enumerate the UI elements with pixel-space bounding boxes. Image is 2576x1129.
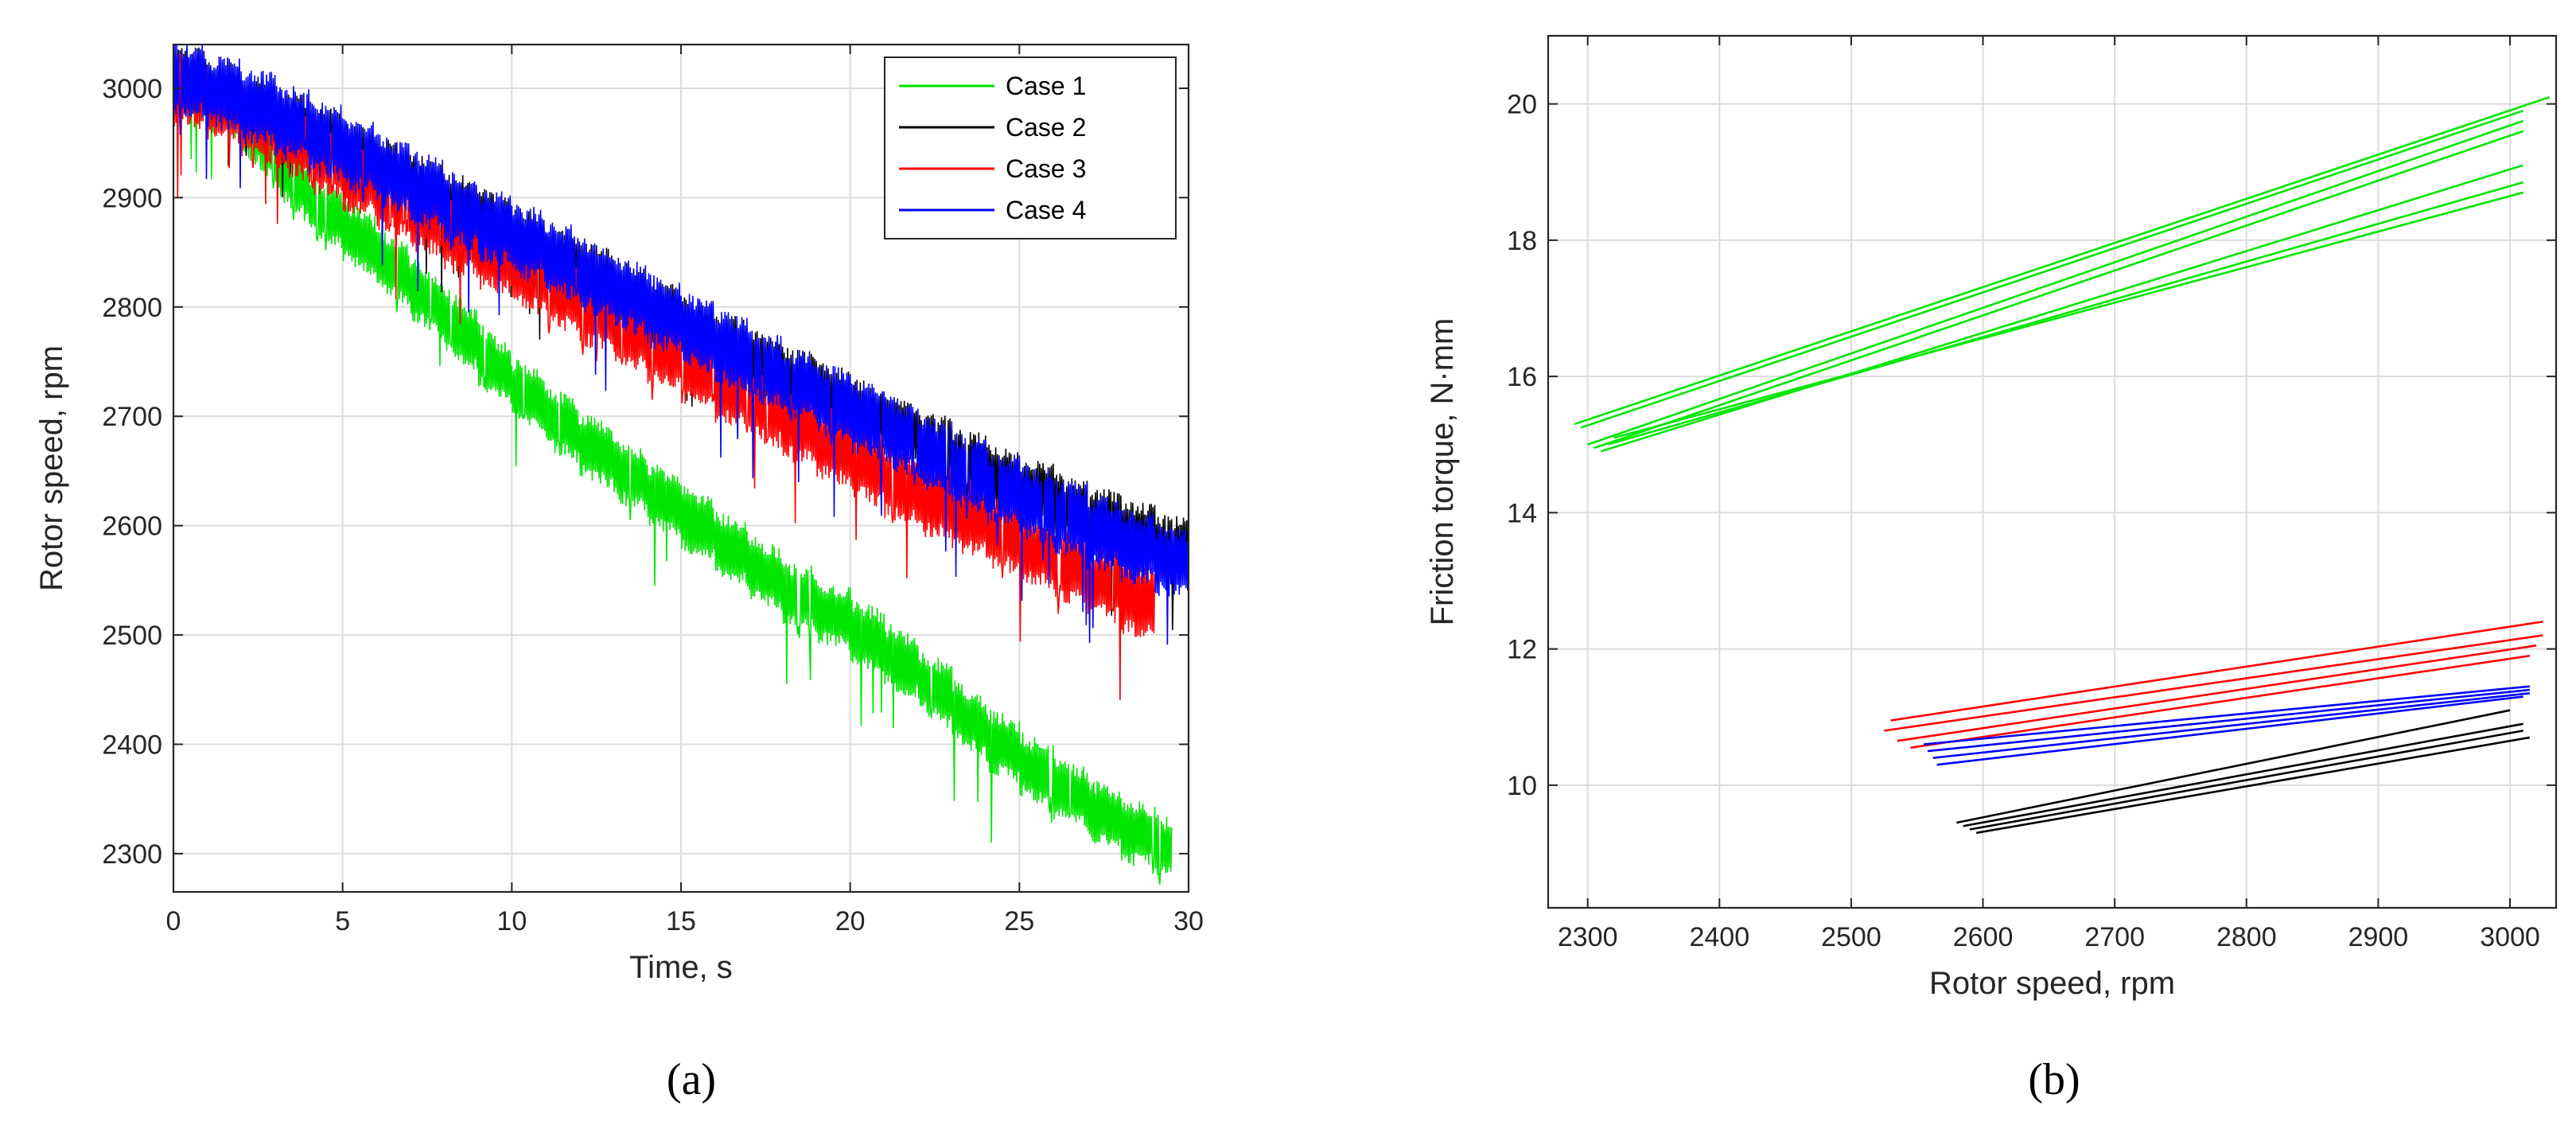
plot-area xyxy=(1574,95,2551,835)
series-case-4-line xyxy=(1936,695,2523,766)
y-tick-label: 12 xyxy=(1507,635,1537,665)
x-tick-label: 2800 xyxy=(2216,922,2277,952)
series-case-2-line xyxy=(1963,722,2523,827)
x-tick-label: 2600 xyxy=(1953,922,2014,952)
panel-caption: (b) xyxy=(2028,1055,2080,1104)
x-tick-label: 2400 xyxy=(1689,922,1749,952)
legend-box xyxy=(884,56,1177,239)
y-tick-label: 18 xyxy=(1507,226,1537,256)
legend-label: Case 2 xyxy=(1006,113,1086,142)
x-tick-label: 15 xyxy=(666,906,696,936)
x-tick-label: 10 xyxy=(496,906,527,936)
x-tick-label: 2500 xyxy=(1821,922,1881,952)
y-axis-label: Rotor speed, rpm xyxy=(34,345,69,591)
series-case-2-line xyxy=(1969,730,2523,831)
series-case-2-line xyxy=(1976,736,2531,835)
series-case-4-line xyxy=(1927,688,2531,753)
y-tick-label: 10 xyxy=(1507,771,1537,801)
series-case-4-line xyxy=(1923,685,2530,746)
y-tick-label: 3000 xyxy=(102,74,162,104)
x-tick-label: 25 xyxy=(1004,906,1034,936)
panel-caption: (a) xyxy=(667,1055,716,1104)
x-tick-label: 20 xyxy=(835,906,866,936)
series-case-3-line xyxy=(1897,644,2537,742)
x-axis-label: Time, s xyxy=(629,950,733,985)
series-case-1-line xyxy=(1587,119,2524,446)
y-tick-label: 2900 xyxy=(102,183,162,213)
series-case-1-line xyxy=(1580,109,2524,429)
legend: Case 1 Case 2 Case 3 Case 4 xyxy=(884,56,1177,239)
legend-label: Case 1 xyxy=(1006,72,1086,100)
x-tick-label: 2700 xyxy=(2084,922,2145,952)
x-tick-label: 0 xyxy=(166,906,181,936)
y-tick-label: 14 xyxy=(1507,498,1537,528)
chart-panel-a: 0 5 10 15 20 25 30 2300 2400 2500 2600 2700 2800 2900… xyxy=(34,43,1204,1104)
series-case-4-line xyxy=(1932,691,2531,759)
series-case-1-line xyxy=(1574,95,2551,426)
series-case-3-line xyxy=(1884,634,2543,732)
series-case-1-line xyxy=(173,53,1173,885)
y-tick-label: 2700 xyxy=(102,402,162,432)
series-case-1-line xyxy=(1593,130,2524,450)
series-case-3-line xyxy=(1890,621,2543,722)
chart-panel-b: 2300 2400 2500 2600 2700 2800 2900 3000 10 12 14 16… xyxy=(1425,34,2558,1104)
legend-label: Case 3 xyxy=(1006,154,1086,183)
series-case-2-line xyxy=(1956,709,2511,824)
x-tick-label: 5 xyxy=(335,906,350,936)
series-case-4-line xyxy=(173,45,1189,645)
y-tick-label: 2800 xyxy=(102,293,162,323)
x-tick-label: 2300 xyxy=(1558,922,1618,952)
y-tick-label: 2600 xyxy=(102,512,162,542)
y-tick-label: 2500 xyxy=(102,621,162,651)
plot-area xyxy=(173,45,1189,885)
axes-box xyxy=(1547,34,2558,909)
y-tick-label: 2300 xyxy=(102,839,162,870)
series-case-1-line xyxy=(1607,181,2523,446)
x-tick-label: 30 xyxy=(1173,906,1204,936)
y-tick-label: 20 xyxy=(1507,90,1537,120)
series-case-1-line xyxy=(1613,191,2523,439)
x-tick-label: 3000 xyxy=(2480,922,2540,952)
x-axis-label: Rotor speed, rpm xyxy=(1929,966,2175,1001)
y-tick-label: 2400 xyxy=(102,730,162,760)
y-tick-label: 16 xyxy=(1507,362,1537,392)
x-tick-label: 2900 xyxy=(2348,922,2409,952)
series-case-1-line xyxy=(1600,164,2523,453)
series-case-3-line xyxy=(1910,654,2531,749)
legend-label: Case 4 xyxy=(1006,196,1086,224)
y-axis-label: Friction torque, N·mm xyxy=(1425,318,1460,626)
